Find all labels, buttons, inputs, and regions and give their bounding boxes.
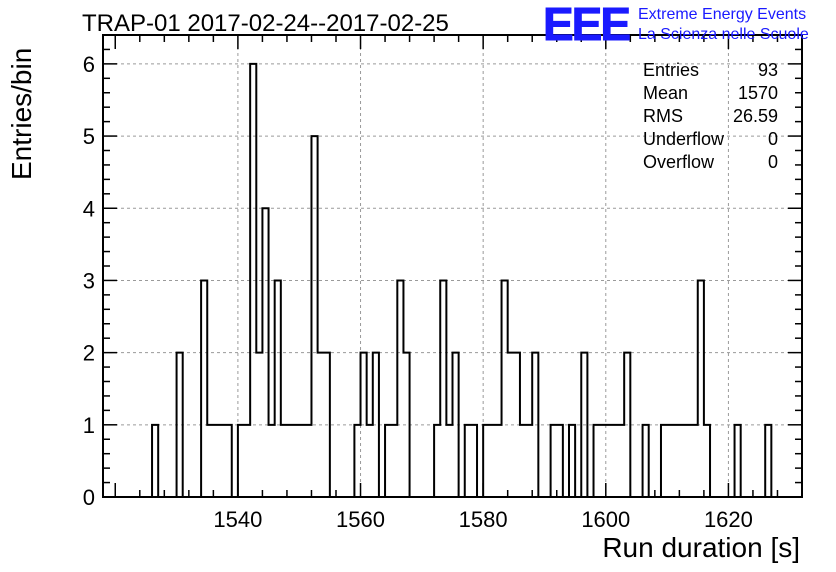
histogram-bin-40 [508,353,514,497]
histogram-bin-53 [618,425,624,497]
histogram-bin-51 [606,425,612,497]
stat-overflow-value: 0 [767,152,778,172]
histogram-bin-11 [262,208,268,497]
histogram-bin-1 [177,353,183,497]
histogram-bin-30 [434,425,440,497]
y-axis-label: Entries/bin [6,47,37,180]
histogram-bin-8 [244,425,250,497]
histogram-bin-62 [698,280,704,497]
histogram-bin-42 [520,425,526,497]
histogram-bin-46 [557,425,563,497]
histogram-bin-50 [600,425,606,497]
histogram-bin-12 [269,425,275,497]
histogram-bin-4 [213,425,219,497]
y-tick-label-1: 1 [83,413,95,438]
histogram-bin-25 [373,353,379,497]
histogram-bin-37 [489,425,495,497]
histogram-bin-26 [385,425,391,497]
eee-logo-mark: EEE [542,0,631,50]
y-tick-label-2: 2 [83,341,95,366]
histogram-bin-0 [152,425,158,497]
histogram-bin-5 [220,425,226,497]
histogram-bin-31 [440,280,446,497]
histogram-bin-65 [765,425,771,497]
histogram-bin-28 [397,280,403,497]
histogram-bin-9 [250,64,256,497]
x-tick-label-3: 1600 [581,507,630,532]
histogram-bin-38 [495,425,501,497]
histogram-bin-23 [361,353,367,497]
histogram-bin-13 [275,280,281,497]
histogram-bin-32 [446,425,452,497]
y-tick-label-0: 0 [83,485,95,510]
stat-rms-label: RMS [643,106,683,126]
stat-overflow-label: Overflow [643,152,715,172]
histogram-bin-29 [403,353,409,497]
histogram-bin-39 [502,280,508,497]
x-tick-label-2: 1580 [459,507,508,532]
histogram-bin-58 [673,425,679,497]
histogram-bin-2 [201,280,207,497]
histogram-bin-17 [299,425,305,497]
x-tick-label-0: 1540 [213,507,262,532]
histogram-bin-56 [661,425,667,497]
histogram-bin-64 [735,425,741,497]
histogram-bin-41 [514,353,520,497]
y-tick-label-5: 5 [83,124,95,149]
histogram-bin-14 [281,425,287,497]
histogram-bin-43 [526,425,532,497]
histogram-bin-27 [391,425,397,497]
histogram-bin-63 [704,425,710,497]
histogram-bin-24 [367,425,373,497]
histogram-bin-60 [686,425,692,497]
histogram-bin-10 [256,353,262,497]
histogram-bin-7 [238,425,244,497]
histogram-bin-21 [324,353,330,497]
chart-title: TRAP-01 2017-02-24--2017-02-25 [82,10,449,37]
histogram-bin-35 [471,425,477,497]
x-tick-label-1: 1560 [336,507,385,532]
axis-tick-labels: 1540 1560 1580 1600 1620 0 1 2 3 4 5 6 [83,52,753,532]
stat-rms-value: 26.59 [732,106,778,126]
histogram-bin-47 [569,425,575,497]
stat-mean-value: 1570 [737,83,778,103]
histogram-bin-3 [207,425,213,497]
logo-line-1: Extreme Energy Events [638,6,807,23]
x-axis-label: Run duration [s] [602,532,800,563]
stat-entries-value: 93 [757,60,778,80]
x-tick-label-4: 1620 [704,507,753,532]
histogram-bin-33 [453,353,459,497]
histogram-bin-54 [624,353,630,497]
y-tick-label-4: 4 [83,196,95,221]
stat-underflow-label: Underflow [643,129,725,149]
histogram-bin-49 [594,425,600,497]
histogram-bin-20 [318,353,324,497]
histogram-bin-52 [612,425,618,497]
histogram-bin-22 [354,425,360,497]
stat-underflow-value: 0 [767,129,778,149]
y-tick-label-3: 3 [83,268,95,293]
y-tick-label-6: 6 [83,52,95,77]
histogram-bin-34 [465,425,471,497]
logo-line-2: La Scienza nelle Scuole [638,26,809,43]
histogram-bin-36 [483,425,489,497]
histogram-bin-19 [311,136,317,497]
histogram-bin-16 [293,425,299,497]
histogram-bin-55 [643,425,649,497]
axis-ticks [103,34,803,498]
histogram-bin-57 [667,425,673,497]
stat-entries-label: Entries [643,60,700,80]
histogram-bin-18 [305,425,311,497]
histogram-bin-61 [692,425,698,497]
histogram-bin-59 [679,425,685,497]
histogram-bin-6 [226,425,232,497]
histogram-bin-48 [581,353,587,497]
histogram-bin-15 [287,425,293,497]
eee-logo: EEE Extreme Energy Events La Scienza nel… [542,0,833,50]
stat-mean-label: Mean [643,83,689,103]
histogram-bin-44 [532,353,538,497]
histogram-bin-45 [551,425,557,497]
